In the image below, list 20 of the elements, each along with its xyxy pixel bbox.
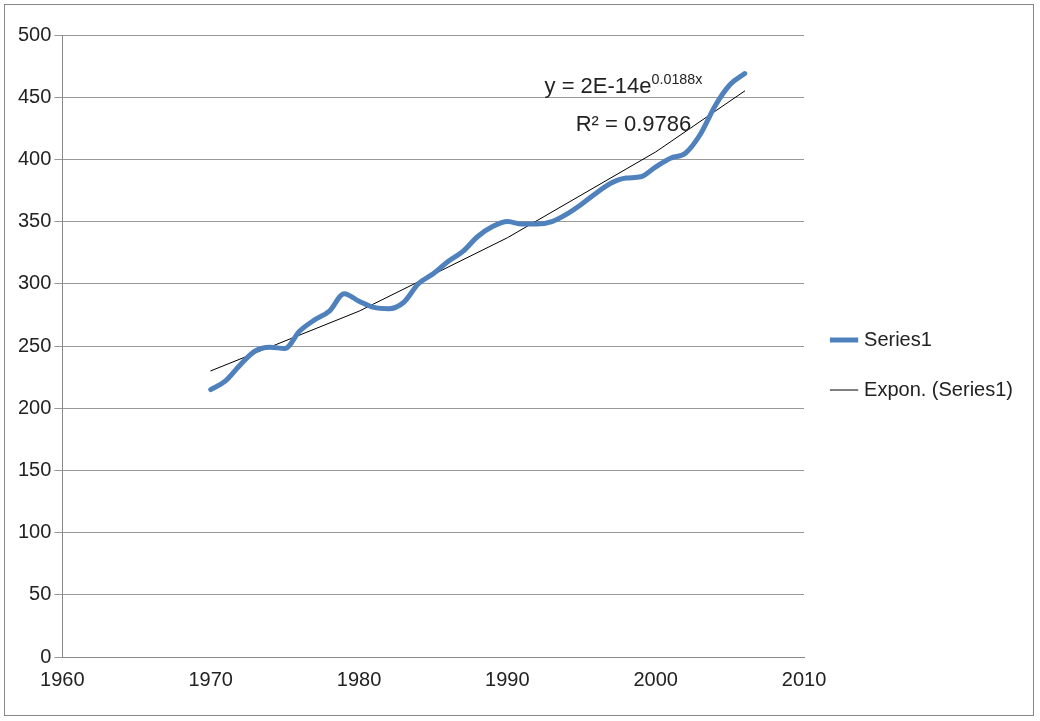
x-tick-label: 2010: [781, 667, 827, 690]
x-tick-label: 1970: [188, 667, 233, 690]
x-tick-label: 1990: [485, 667, 530, 690]
x-tick-label: 1960: [40, 667, 85, 690]
legend-label: Expon. (Series1): [864, 377, 1014, 400]
y-tick-label: 0: [40, 644, 52, 667]
y-tick-label: 200: [17, 395, 52, 418]
x-tick-label: 2000: [633, 667, 678, 690]
y-tick-label: 250: [17, 333, 52, 356]
annotation: R² = 0.9786: [575, 111, 692, 136]
y-tick-label: 500: [17, 22, 52, 45]
y-tick-label: 350: [17, 209, 52, 232]
y-tick-label: 400: [17, 146, 52, 169]
y-tick-label: 150: [17, 457, 52, 480]
x-tick-label: 1980: [336, 667, 382, 690]
y-tick-label: 100: [17, 520, 52, 543]
y-tick-label: 450: [17, 84, 52, 107]
y-tick-label: 300: [17, 271, 52, 294]
y-tick-label: 50: [29, 582, 52, 605]
legend-label: Series1: [864, 327, 932, 350]
